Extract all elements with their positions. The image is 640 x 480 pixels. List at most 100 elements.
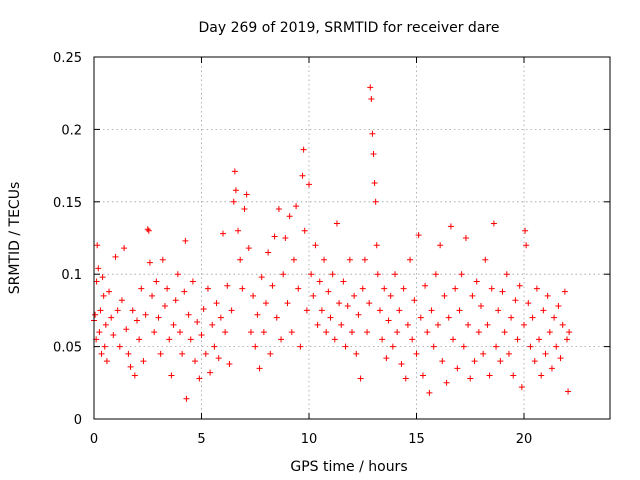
data-point	[181, 288, 188, 295]
data-point	[469, 292, 476, 299]
data-point	[95, 265, 102, 272]
data-point	[439, 358, 446, 365]
data-point	[93, 278, 100, 285]
data-point	[228, 307, 235, 314]
data-point	[400, 285, 407, 292]
data-point	[297, 343, 304, 350]
data-point	[516, 282, 523, 289]
data-point	[183, 395, 190, 402]
data-point	[349, 329, 355, 336]
data-point	[536, 336, 543, 343]
data-point	[273, 314, 280, 321]
data-point	[355, 311, 362, 318]
data-point	[437, 242, 444, 249]
data-point	[303, 307, 310, 314]
y-tick-label: 0.15	[53, 196, 82, 211]
data-point	[211, 343, 218, 350]
data-point	[396, 307, 403, 314]
data-point	[366, 300, 373, 307]
data-point	[522, 227, 529, 234]
x-tick-label: 20	[516, 432, 533, 447]
data-point	[96, 329, 103, 336]
data-point	[373, 242, 380, 249]
data-point	[323, 329, 330, 336]
data-point	[379, 336, 386, 343]
data-point	[131, 372, 138, 379]
data-point	[127, 363, 134, 370]
data-point	[252, 343, 259, 350]
data-point	[475, 329, 482, 336]
data-point	[192, 358, 199, 365]
data-point	[497, 358, 504, 365]
data-point	[374, 271, 381, 278]
data-point	[129, 307, 136, 314]
data-point	[231, 168, 238, 175]
data-point	[540, 307, 547, 314]
data-point	[118, 297, 125, 304]
data-point	[172, 297, 179, 304]
data-point	[185, 311, 192, 318]
data-point	[467, 375, 474, 382]
data-point	[510, 372, 517, 379]
data-point	[484, 321, 491, 328]
data-point	[179, 350, 186, 357]
data-point	[527, 343, 534, 350]
data-point	[404, 321, 411, 328]
data-point	[267, 350, 274, 357]
data-point	[531, 358, 538, 365]
data-point	[312, 242, 319, 249]
data-point	[493, 343, 500, 350]
grid-lines	[94, 57, 610, 419]
data-point	[415, 232, 422, 239]
data-point	[327, 314, 334, 321]
data-point	[151, 329, 158, 336]
data-point	[383, 355, 390, 362]
data-point	[114, 307, 121, 314]
data-point	[204, 285, 211, 292]
data-point	[551, 314, 558, 321]
data-point	[501, 329, 508, 336]
data-point	[241, 206, 248, 213]
data-point	[99, 274, 106, 281]
y-tick-label: 0.05	[53, 341, 82, 356]
data-point	[371, 179, 378, 186]
data-point	[116, 343, 123, 350]
data-point	[486, 372, 493, 379]
data-point	[284, 300, 291, 307]
data-point	[394, 329, 401, 336]
data-point	[207, 369, 214, 376]
data-point	[428, 307, 435, 314]
data-point	[202, 350, 209, 357]
data-point	[441, 292, 448, 299]
data-point	[125, 350, 132, 357]
data-point	[136, 336, 143, 343]
data-point	[134, 317, 140, 324]
data-point	[144, 226, 151, 233]
x-tick-label: 0	[90, 432, 98, 447]
data-points	[91, 84, 573, 402]
data-point	[217, 314, 224, 321]
data-point	[243, 191, 250, 198]
data-point	[254, 311, 261, 318]
data-point	[275, 206, 282, 213]
data-point	[514, 336, 521, 343]
y-tick-label: 0.2	[61, 123, 82, 138]
data-point	[458, 271, 465, 278]
data-point	[98, 350, 105, 357]
data-point	[426, 389, 433, 396]
data-point	[559, 321, 566, 328]
data-point	[555, 303, 562, 310]
data-point	[97, 307, 104, 314]
data-point	[239, 285, 246, 292]
x-tick-label: 15	[408, 432, 425, 447]
data-point	[512, 297, 519, 304]
data-point	[450, 336, 457, 343]
data-point	[138, 285, 145, 292]
data-point	[357, 375, 364, 382]
data-point	[256, 365, 263, 372]
data-point	[411, 297, 418, 304]
data-point	[435, 321, 441, 328]
data-point	[103, 358, 110, 365]
data-point	[278, 336, 285, 343]
data-point	[92, 311, 99, 318]
